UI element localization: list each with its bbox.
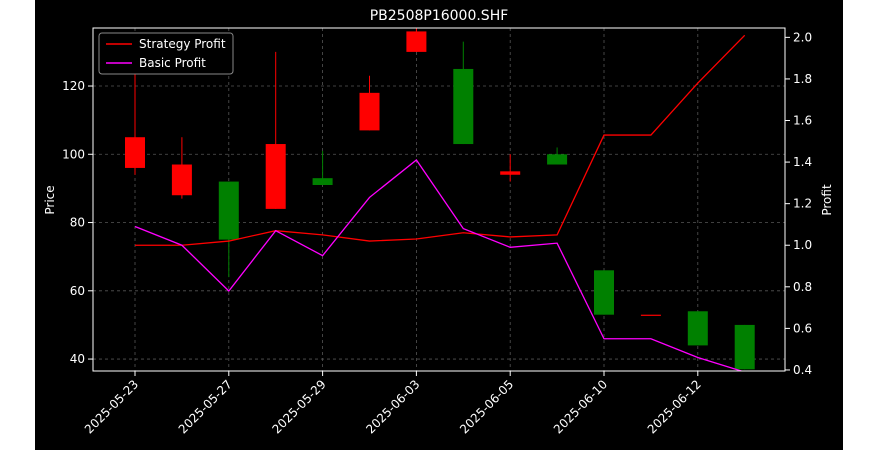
candle-body xyxy=(547,154,568,165)
y2-tick-label: 0.8 xyxy=(793,280,812,294)
candle-body xyxy=(171,164,192,196)
x-tick-label: 2025-06-05 xyxy=(457,377,516,436)
chart-figure: 40 60 80 100 120 0.4 0.6 0.8 1.0 1.2 1.4 1.6 1.8 2.0… xyxy=(35,0,843,450)
legend-strategy-label: Strategy Profit xyxy=(139,37,226,51)
plot-area-frame xyxy=(92,27,786,372)
y-axis-label: Price xyxy=(43,185,57,214)
y-tick-label: 100 xyxy=(62,147,85,161)
candle-body xyxy=(687,311,708,346)
legend-basic-label: Basic Profit xyxy=(139,56,206,70)
candle-body xyxy=(125,137,145,168)
y2-tick-label: 2.0 xyxy=(793,30,812,44)
profit-lines xyxy=(134,34,746,371)
candle-body xyxy=(640,314,661,316)
y-tick-label: 80 xyxy=(70,216,85,230)
x-axis-ticks: 2025-05-23 2025-05-27 2025-05-29 2025-06-03… xyxy=(82,371,704,436)
y-tick-label: 60 xyxy=(70,284,85,298)
x-tick-label: 2025-06-10 xyxy=(551,377,610,436)
candle-body xyxy=(594,270,614,315)
chart-title: PB2508P16000.SHF xyxy=(370,8,509,24)
y2-tick-label: 1.4 xyxy=(793,155,812,169)
candle-body xyxy=(312,178,333,185)
legend: Strategy Profit Basic Profit xyxy=(98,32,234,75)
right-axis-ticks: 0.4 0.6 0.8 1.0 1.2 1.4 1.6 1.8 2.0 xyxy=(785,30,812,377)
chart-canvas: 40 60 80 100 120 0.4 0.6 0.8 1.0 1.2 1.4 1.6 1.8 2.0… xyxy=(43,8,834,436)
x-tick-label: 2025-05-29 xyxy=(270,377,329,436)
x-tick-label: 2025-06-03 xyxy=(363,377,422,436)
y2-tick-label: 1.6 xyxy=(793,114,812,128)
x-tick-label: 2025-06-12 xyxy=(645,377,704,436)
y-tick-label: 120 xyxy=(62,79,85,93)
grid-lines xyxy=(93,28,785,371)
y2-tick-label: 1.8 xyxy=(793,72,812,86)
y2-tick-label: 0.4 xyxy=(793,363,812,377)
candle-body xyxy=(265,144,286,209)
left-axis-ticks: 40 60 80 100 120 xyxy=(62,79,93,366)
candle-body xyxy=(734,324,755,370)
y2-tick-label: 1.0 xyxy=(793,238,812,252)
x-tick-label: 2025-05-23 xyxy=(82,377,141,436)
candle-body xyxy=(218,181,239,240)
candlesticks xyxy=(125,28,755,370)
y-tick-label: 40 xyxy=(70,352,85,366)
candle-body xyxy=(359,92,380,131)
x-tick-label: 2025-05-27 xyxy=(176,377,235,436)
y2-tick-label: 0.6 xyxy=(793,321,812,335)
basic-profit-line xyxy=(134,159,744,371)
y2-tick-label: 1.2 xyxy=(793,197,812,211)
candle-body xyxy=(406,31,427,52)
y2-axis-label: Profit xyxy=(820,184,834,216)
candle-body xyxy=(500,171,521,175)
candle-body xyxy=(453,68,474,145)
strategy-profit-line xyxy=(135,34,746,246)
legend-box xyxy=(98,32,234,75)
